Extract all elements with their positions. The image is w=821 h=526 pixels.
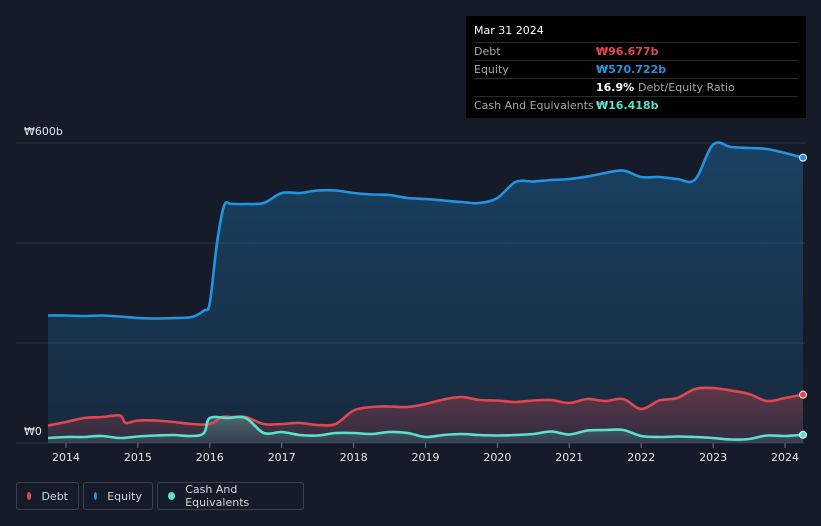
x-tick-label: 2017 bbox=[268, 451, 296, 464]
debt-dot-icon bbox=[27, 492, 32, 500]
cash-dot-icon bbox=[168, 492, 176, 500]
tooltip-debt-label: Debt bbox=[474, 45, 501, 58]
cash-series-area bbox=[48, 416, 803, 443]
tooltip-cash-value: ₩16.418b bbox=[596, 99, 659, 112]
x-tick-label: 2018 bbox=[340, 451, 368, 464]
tooltip-panel: Mar 31 2024 Debt ₩96.677b Equity ₩570.72… bbox=[466, 16, 806, 118]
equity-dot-icon bbox=[94, 492, 98, 500]
legend-cash-label: Cash And Equivalents bbox=[185, 483, 250, 509]
tooltip-ratio: 16.9% Debt/Equity Ratio bbox=[596, 79, 735, 96]
legend-debt-label: Debt bbox=[41, 489, 68, 503]
equity-series-line bbox=[47, 141, 804, 320]
tooltip-row-debt: Debt ₩96.677b bbox=[474, 43, 798, 61]
x-tick-label: 2021 bbox=[555, 451, 583, 464]
equity-end-marker bbox=[799, 153, 807, 162]
tooltip-equity-value: ₩570.722b bbox=[596, 63, 667, 76]
tooltip-row-ratio: 16.9% Debt/Equity Ratio bbox=[474, 79, 798, 97]
x-tick-label: 2020 bbox=[483, 451, 511, 464]
cash-series-line bbox=[47, 415, 804, 441]
tooltip-debt-value: ₩96.677b bbox=[596, 45, 659, 58]
x-tick-label: 2019 bbox=[412, 451, 440, 464]
debt-end-marker bbox=[799, 390, 807, 399]
tooltip-date: Mar 31 2024 bbox=[474, 22, 798, 43]
tooltip-ratio-label: Debt/Equity Ratio bbox=[638, 81, 735, 94]
tooltip-row-cash: Cash And Equivalents ₩16.418b bbox=[474, 97, 798, 114]
x-tick-label: 2016 bbox=[196, 451, 224, 464]
x-tick-label: 2015 bbox=[124, 451, 152, 464]
tooltip-cash-label: Cash And Equivalents bbox=[474, 99, 594, 112]
legend-equity[interactable]: Equity bbox=[83, 482, 153, 510]
x-tick-label: 2014 bbox=[52, 451, 80, 464]
x-tick-label: 2023 bbox=[699, 451, 727, 464]
x-tick-label: 2024 bbox=[771, 451, 799, 464]
legend-equity-label: Equity bbox=[107, 489, 142, 503]
y-tick-label-bottom: ₩0 bbox=[24, 425, 42, 438]
tooltip-row-equity: Equity ₩570.722b bbox=[474, 61, 798, 79]
legend-debt[interactable]: Debt bbox=[16, 482, 79, 510]
x-tick-label: 2022 bbox=[627, 451, 655, 464]
tooltip-equity-label: Equity bbox=[474, 63, 509, 76]
tooltip-ratio-value: 16.9% bbox=[596, 81, 635, 94]
debt-series-line bbox=[47, 386, 804, 427]
cash-end-marker bbox=[799, 430, 807, 439]
legend-cash[interactable]: Cash And Equivalents bbox=[157, 482, 304, 510]
y-tick-label-top: ₩600b bbox=[24, 125, 63, 138]
equity-series-area bbox=[48, 142, 803, 443]
